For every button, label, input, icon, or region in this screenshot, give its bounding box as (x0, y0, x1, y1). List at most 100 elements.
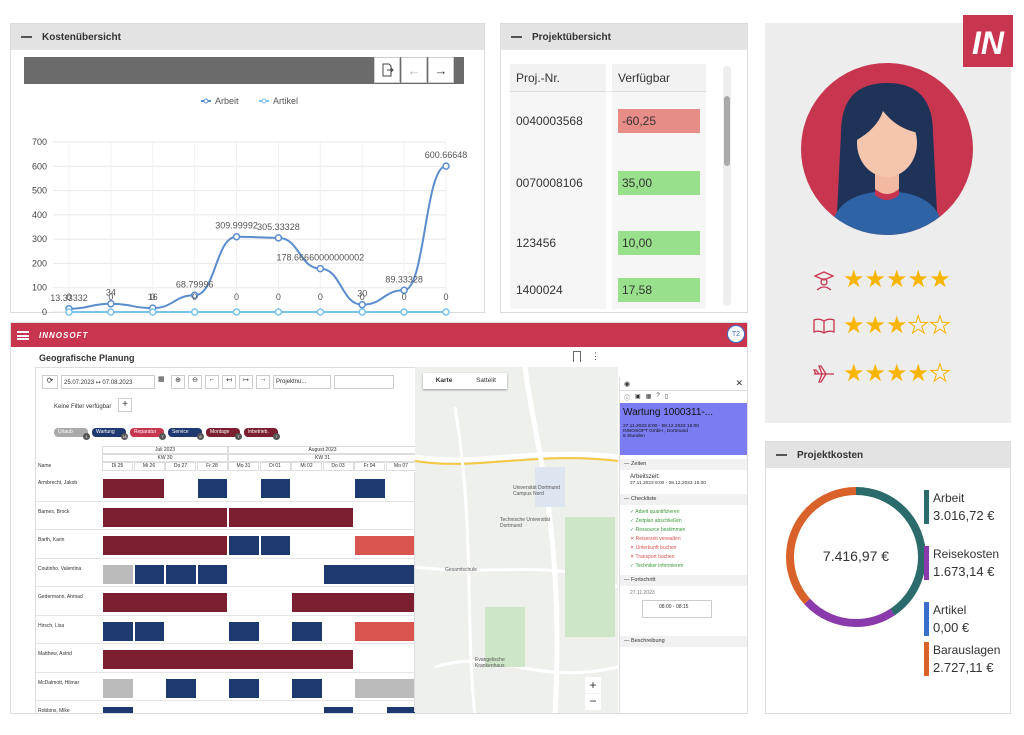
assignment-bar[interactable] (103, 479, 164, 498)
assignment-bar[interactable] (355, 621, 416, 641)
resource-name[interactable]: McDalmott, Hilmar (38, 679, 80, 686)
tag-inbetrieb[interactable]: Inbetrieb. 7 (244, 428, 280, 440)
eye-icon[interactable]: ◉ (624, 380, 631, 388)
col-verfuegbar[interactable]: Verfügbar (606, 64, 706, 92)
resource-name[interactable]: Hirsch, Lisa (38, 622, 65, 629)
data-point[interactable] (190, 291, 199, 300)
nav-first-icon[interactable]: ← (205, 375, 219, 389)
assignment-bar[interactable] (355, 479, 385, 498)
search-field[interactable] (334, 375, 394, 389)
assignment-bar[interactable] (197, 479, 227, 498)
delete-icon[interactable]: ▯ (664, 394, 669, 400)
resource-name[interactable]: Matthew, Astrid (38, 651, 72, 657)
assignment-bar[interactable] (166, 678, 196, 698)
menu-icon[interactable] (17, 330, 29, 340)
assignment-bar[interactable] (103, 564, 133, 584)
assignment-bar[interactable] (260, 479, 290, 498)
donut-slice[interactable] (786, 487, 926, 627)
assignment-bar[interactable] (292, 678, 322, 698)
zoom-out-button[interactable]: − (585, 694, 601, 710)
resource-name[interactable]: Gedermann, Ahmad (38, 594, 83, 600)
assignment-bar[interactable] (197, 564, 227, 584)
assignment-bar[interactable] (229, 507, 353, 527)
data-point[interactable] (190, 308, 199, 316)
zoom-in-button[interactable]: + (585, 677, 601, 693)
refresh-icon[interactable]: ⟳ (42, 375, 58, 389)
checklist-item[interactable]: ✓ Techniker informieren (630, 563, 684, 569)
bookmark-icon[interactable] (573, 351, 581, 362)
calendar-icon[interactable]: ▦ (158, 376, 165, 383)
assignment-bar[interactable] (229, 621, 259, 641)
tag-wartung[interactable]: Wartung 16 (92, 428, 128, 440)
assignment-bar[interactable] (292, 593, 416, 612)
assignment-bar[interactable] (103, 707, 133, 713)
assignment-bar[interactable] (103, 621, 133, 641)
data-point[interactable] (358, 308, 366, 316)
data-point[interactable] (400, 308, 408, 316)
assignment-bar[interactable] (134, 564, 164, 584)
next-button[interactable]: → (428, 57, 454, 83)
more-icon[interactable]: ⋮ (591, 351, 600, 361)
doc-icon[interactable]: ▣ (635, 394, 641, 400)
assignment-bar[interactable] (103, 507, 227, 527)
info-icon[interactable]: ⓘ (624, 396, 631, 402)
data-point[interactable] (442, 308, 450, 316)
collapse-icon[interactable] (776, 454, 787, 456)
assignment-bar[interactable] (103, 650, 353, 669)
assignment-bar[interactable] (386, 707, 416, 713)
tag-reparatur[interactable]: Reparatur 7 (130, 428, 166, 440)
zoom-in-icon[interactable]: ⊕ (171, 375, 185, 389)
legend-label[interactable]: Artikel (273, 96, 298, 106)
data-point[interactable] (232, 232, 241, 241)
collapse-icon[interactable] (21, 36, 32, 38)
assignment-bar[interactable] (323, 564, 416, 584)
project-select[interactable]: Projektnu... (273, 375, 331, 389)
user-badge[interactable]: T2 (727, 325, 745, 343)
section-zeiten[interactable]: — Zeiten (620, 459, 747, 470)
legend-label[interactable]: Arbeit (215, 96, 239, 106)
resource-name[interactable]: Robbins, Mike (38, 708, 70, 714)
tag-urlaub[interactable]: Urlaub 1 (54, 428, 90, 440)
tag-service[interactable]: Service 6 (168, 428, 204, 440)
section-fortschritt[interactable]: — Fortschritt (620, 575, 747, 586)
assignment-bar[interactable] (292, 621, 322, 641)
resource-name[interactable]: Barth, Karin (38, 537, 65, 543)
checklist-item[interactable]: ✓ Ressource bestimmen (630, 527, 686, 533)
assignment-bar[interactable] (229, 678, 259, 698)
assignment-bar[interactable] (134, 621, 164, 641)
data-point[interactable] (400, 286, 408, 295)
assignment-bar[interactable] (323, 707, 353, 713)
assignment-bar[interactable] (355, 536, 416, 555)
checklist-item[interactable]: ✕ Unterkunft buchen (630, 545, 677, 551)
tab-sattelit[interactable]: Sattelit (476, 377, 496, 384)
close-icon[interactable]: ✕ (735, 378, 743, 388)
calendar-icon[interactable]: ▦ (645, 394, 652, 400)
assignment-bar[interactable] (103, 678, 133, 698)
tab-karte[interactable]: Karte (435, 377, 453, 384)
checklist-item[interactable]: ✕ Transport buchen (630, 554, 675, 560)
data-point[interactable] (107, 299, 115, 308)
data-point[interactable] (274, 308, 283, 316)
prev-button[interactable]: ← (401, 57, 427, 83)
map-panel[interactable]: Karte Sattelit Universität Dortmund Camp… (414, 366, 619, 713)
nav-last-icon[interactable]: → (256, 375, 270, 389)
data-point[interactable] (65, 308, 73, 316)
add-filter-button[interactable]: + (118, 398, 132, 412)
section-checkliste[interactable]: — Checkliste (620, 494, 747, 505)
date-range-input[interactable]: 25.07.2023 ↦ 07.08.2023 (61, 375, 155, 389)
zoom-out-icon[interactable]: ⊖ (188, 375, 202, 389)
checklist-item[interactable]: ✓ Arbeit quantifizieren (630, 509, 680, 515)
data-point[interactable] (232, 308, 241, 316)
section-beschreibung[interactable]: — Beschreibung (620, 636, 747, 647)
donut-slice[interactable] (786, 487, 926, 627)
data-point[interactable] (274, 234, 283, 242)
nav-prev-icon[interactable]: ↤ (222, 375, 236, 389)
nav-next-icon[interactable]: ↦ (239, 375, 253, 389)
data-point[interactable] (358, 300, 366, 309)
collapse-icon[interactable] (511, 36, 522, 38)
checklist-item[interactable]: ✓ Zeitplan abschließen (630, 518, 682, 524)
assignment-bar[interactable] (166, 564, 196, 584)
table-row[interactable]: 0070008106 35,00 (510, 150, 706, 216)
data-point[interactable] (107, 308, 115, 316)
export-button[interactable] (374, 57, 400, 83)
